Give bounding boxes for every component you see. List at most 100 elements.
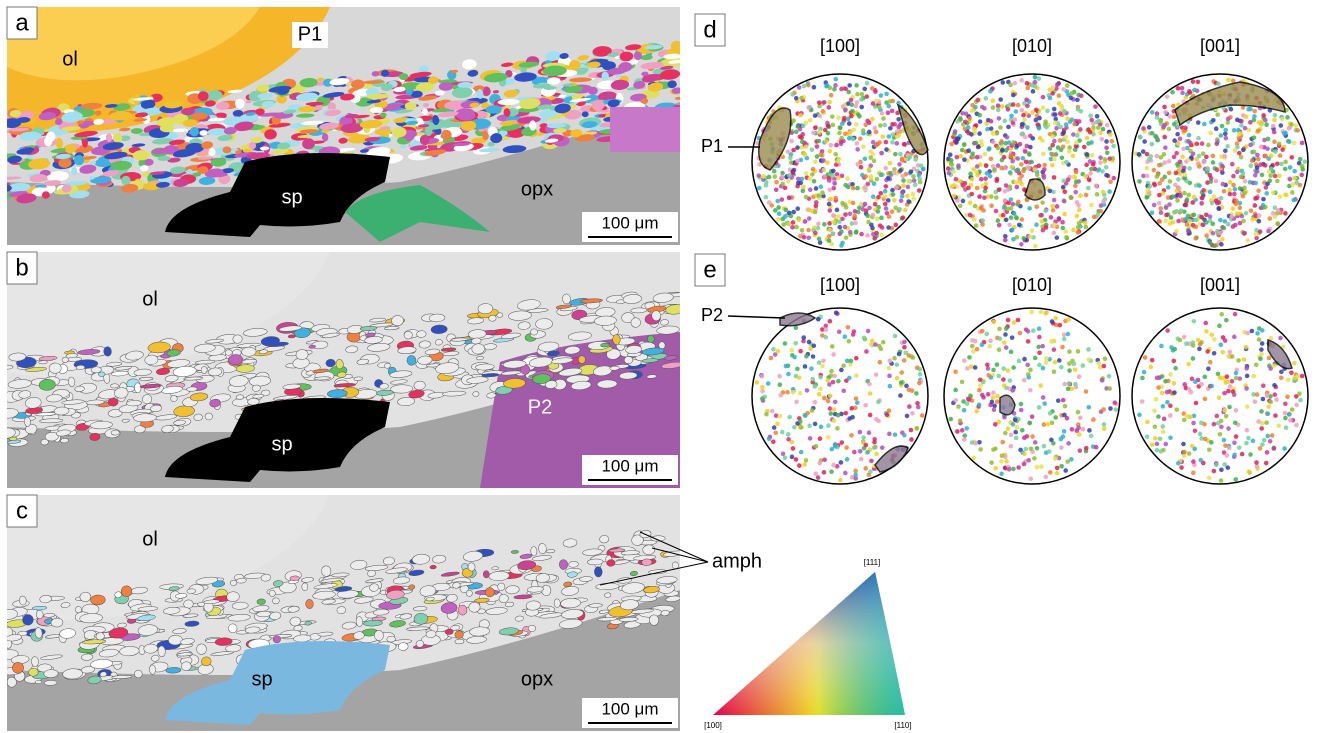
pole-dot (1270, 210, 1276, 216)
pole-dot (965, 366, 970, 371)
pole-dot (1299, 373, 1305, 379)
pole-dot (857, 136, 863, 141)
grain (208, 148, 216, 156)
pole-dot (1008, 349, 1014, 355)
pole-dot (803, 144, 809, 150)
pole-dot (1039, 219, 1045, 224)
annotation: sp (281, 186, 302, 208)
pole-dot (820, 333, 825, 338)
pole-dot (1255, 152, 1260, 158)
grain (472, 391, 480, 397)
grain (500, 120, 516, 126)
pole-dot (900, 173, 905, 179)
grain (317, 631, 334, 637)
pole-dot (1253, 180, 1258, 186)
grain (569, 97, 592, 103)
pole-dot (855, 112, 861, 117)
pole-dot (1244, 366, 1249, 371)
pole-dot (1072, 147, 1078, 152)
grain (390, 384, 413, 394)
pole-dot (995, 145, 1001, 151)
pole-dot (1228, 106, 1234, 112)
pole-dot (896, 116, 901, 122)
pole-dot (1008, 197, 1014, 202)
grain (467, 562, 476, 572)
pole-dot (1210, 153, 1216, 159)
pole-dot (849, 113, 854, 119)
pole-dot (1255, 156, 1261, 162)
pole-dot (1027, 420, 1033, 426)
pole-dot (1136, 151, 1142, 157)
grain (624, 44, 642, 51)
grain (339, 116, 353, 126)
pole-dot (783, 207, 789, 213)
pole-dot (962, 157, 967, 162)
pole-dot (972, 365, 978, 370)
grain (138, 377, 154, 381)
grain (340, 93, 355, 101)
pole-dot (1207, 172, 1213, 178)
pole-dot (1171, 121, 1177, 127)
pole-dot (1282, 446, 1287, 451)
pole-dot (1025, 103, 1030, 109)
pole-dot (1083, 192, 1089, 198)
pole-dot (793, 457, 799, 462)
pole-dot (1215, 371, 1221, 377)
pole-dot (1264, 191, 1270, 196)
pole-dot (779, 197, 785, 202)
pole-dot (1183, 202, 1189, 208)
pole-dot (1042, 162, 1047, 168)
pole-dot (1210, 221, 1216, 227)
grain (450, 69, 459, 74)
scale-bar-label: 100 μm (601, 213, 658, 232)
pole-dot (818, 424, 824, 430)
grain (64, 180, 88, 186)
pole-dot (878, 190, 884, 196)
pole-dot (1139, 399, 1145, 404)
pole-dot (1012, 80, 1018, 86)
pole-dot (793, 129, 799, 135)
pole-dot (890, 122, 895, 127)
panel-label: b (15, 254, 28, 281)
pole-dot (945, 166, 951, 171)
spinel (165, 398, 390, 482)
grain (599, 535, 610, 544)
pole-dot (911, 166, 917, 172)
pole-dot (1261, 196, 1266, 202)
grain (234, 151, 257, 158)
grain (610, 79, 630, 91)
grain (279, 581, 297, 594)
grain (569, 60, 581, 71)
pole-dot (1008, 82, 1013, 88)
pole-dot (1223, 135, 1229, 141)
pole-dot (864, 80, 870, 86)
pole-dot (1181, 453, 1187, 459)
grain (411, 90, 423, 98)
grain (498, 129, 508, 137)
pole-dot (962, 358, 967, 363)
grain (210, 158, 227, 167)
pole-dot (1075, 230, 1081, 235)
grain (537, 104, 553, 110)
pole-dot (814, 154, 820, 159)
pole-dot (1052, 120, 1058, 126)
pole-dot (792, 354, 797, 360)
panel-label-box (694, 253, 726, 287)
pole-dot (973, 123, 979, 128)
pole-dot (1170, 103, 1176, 109)
pole-dot (1226, 426, 1231, 431)
pole-dot (1158, 118, 1163, 124)
pole-dot (829, 241, 835, 247)
pole-dot (1076, 432, 1082, 437)
pole-dot (1088, 433, 1094, 439)
pole-dot (1001, 205, 1007, 210)
pole-dot (1242, 178, 1248, 184)
grain (118, 127, 131, 132)
pole-dot (893, 151, 898, 157)
grain (7, 427, 16, 439)
pole-dot (995, 393, 1000, 399)
pole-dot (1037, 334, 1042, 340)
grain (322, 332, 340, 338)
grain (547, 350, 560, 357)
pole-dot (782, 455, 788, 461)
